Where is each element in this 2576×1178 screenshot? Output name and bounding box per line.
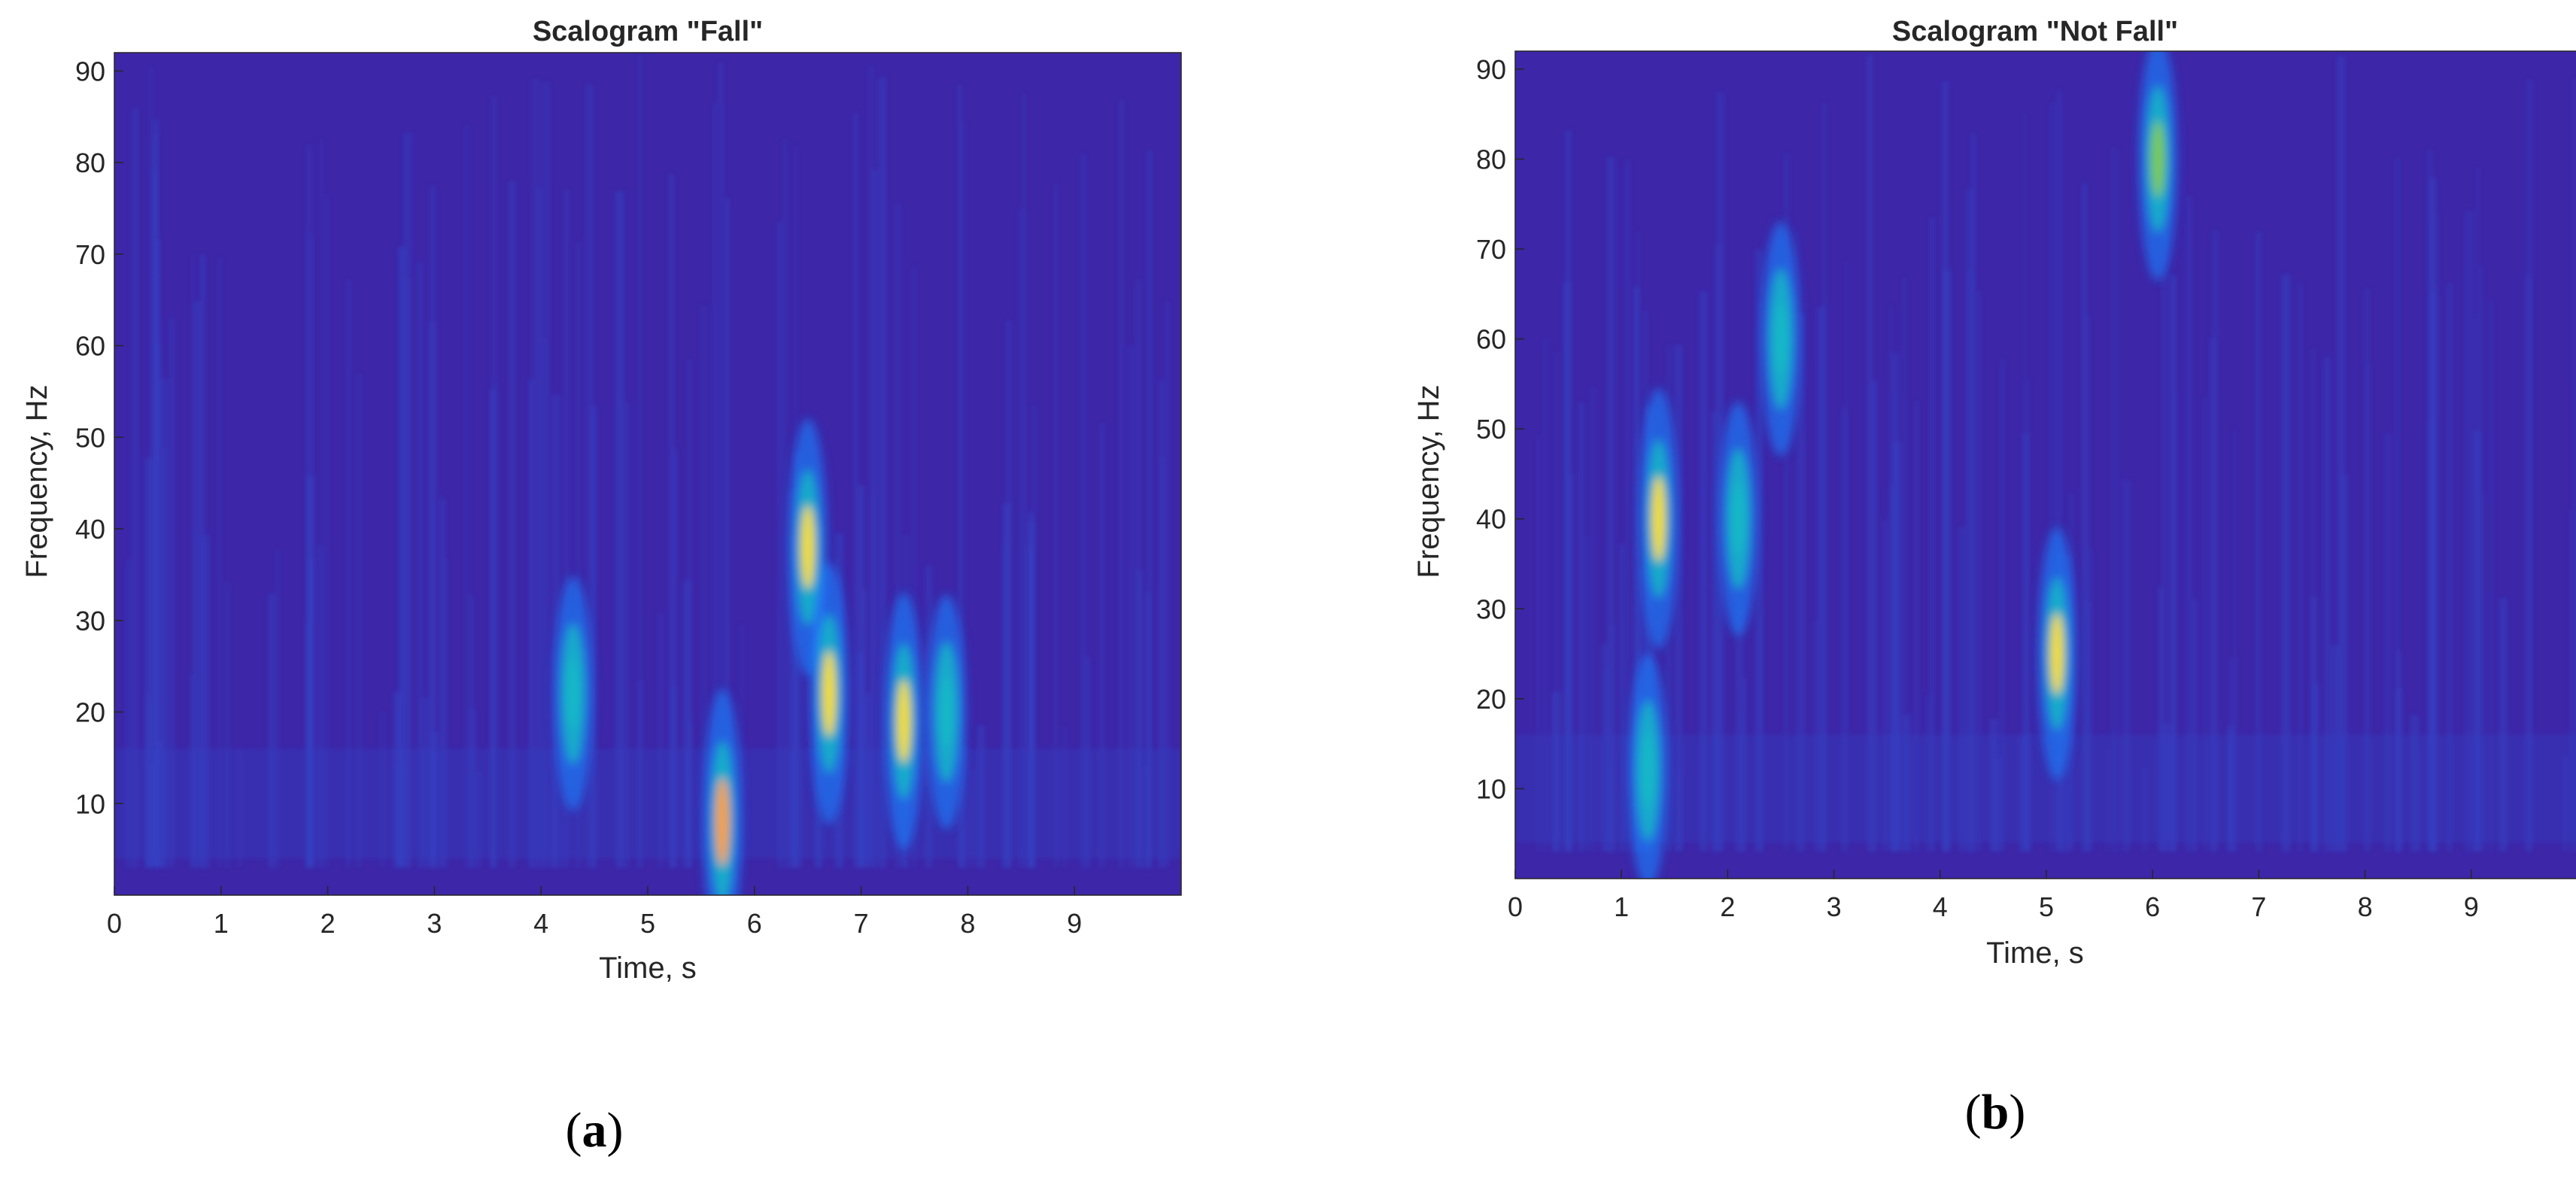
y-tick-label: 90: [1476, 54, 1506, 85]
y-tick-label: 20: [1476, 684, 1506, 715]
y-tick-label: 70: [1476, 234, 1506, 265]
energy-core-3: [1774, 302, 1788, 375]
x-axis-ticks: 0 1 2 3 4 5 6 7 8 9: [107, 886, 1082, 939]
panel-caption: (a): [566, 1103, 624, 1158]
x-tick-label: 3: [427, 908, 442, 939]
y-tick-label: 30: [1476, 594, 1506, 624]
caption-letter: b: [1982, 1085, 2009, 1140]
x-tick-label: 4: [533, 908, 548, 939]
y-tick-label: 10: [75, 788, 105, 819]
y-tick-label: 80: [75, 147, 105, 178]
x-tick-label: 5: [640, 908, 655, 939]
x-tick-label: 1: [214, 908, 229, 939]
x-tick-label: 7: [854, 908, 869, 939]
energy-core-4: [2050, 613, 2064, 695]
y-tick-label: 60: [1476, 324, 1506, 355]
x-tick-label: 8: [2358, 891, 2373, 922]
scalogram-fall-chart: Scalogram "Fall" 10 20 30 40 50 60 70 80 90 0 1 2 3…: [20, 16, 1182, 1158]
energy-core-1: [1641, 734, 1655, 807]
heatmap-area: [114, 52, 1182, 896]
y-tick-label: 20: [75, 697, 105, 728]
x-axis-label: Time, s: [599, 952, 697, 985]
chart-title: Scalogram "Fall": [533, 16, 763, 47]
x-tick-label: 8: [960, 908, 975, 939]
scalogram-panel-not-fall: Scalogram "Not Fall" 10 20 30 40 50 60 70 80 90 …: [1288, 0, 2576, 1174]
scalogram-not-fall-chart: Scalogram "Not Fall" 102030405060708090 …: [1412, 16, 2576, 1140]
energy-core-0: [1651, 475, 1666, 562]
texture-streaks: [114, 54, 1181, 868]
x-tick-label: 2: [320, 908, 336, 939]
x-tick-label: 6: [2145, 891, 2160, 922]
scalogram-panel-fall: Scalogram "Fall" 10 20 30 40 50 60 70 80 90 0 1 2 3…: [0, 0, 1288, 1174]
y-tick-label: 90: [75, 56, 105, 87]
energy-core-1: [715, 778, 730, 867]
x-tick-label: 7: [2251, 891, 2266, 922]
energy-regions: [553, 418, 967, 895]
x-axis-label: Time, s: [1986, 937, 2084, 970]
y-tick-label: 60: [75, 331, 105, 362]
heatmap-area: [1514, 50, 2576, 879]
y-axis-label: Frequency, Hz: [1412, 384, 1445, 578]
x-tick-label: 0: [107, 908, 122, 939]
y-tick-label: 30: [75, 606, 105, 636]
y-tick-label: 10: [1476, 773, 1506, 804]
caption-letter: a: [582, 1103, 607, 1158]
y-axis-label: Frequency, Hz: [20, 384, 53, 578]
panel-caption: (b): [1965, 1085, 2026, 1140]
x-tick-label: 9: [1067, 908, 1082, 939]
x-tick-label: 6: [747, 908, 762, 939]
x-tick-label: 5: [2039, 891, 2054, 922]
x-tick-label: 9: [2464, 891, 2479, 922]
energy-core-2: [800, 505, 815, 589]
energy-core-3: [822, 651, 837, 737]
x-tick-label: 2: [1720, 891, 1735, 922]
x-tick-label: 3: [1827, 891, 1842, 922]
energy-core-0: [566, 657, 580, 730]
x-axis-ticks: 0 1 2 3 4 5 6 7 8 9: [1508, 870, 2479, 922]
y-axis-ticks: 10 20 30 40 50 60 70 80 90: [75, 56, 123, 819]
energy-core-5: [940, 676, 954, 748]
y-tick-label: 70: [75, 239, 105, 270]
x-tick-label: 4: [1933, 891, 1948, 922]
y-tick-label: 40: [1476, 504, 1506, 535]
x-tick-label: 0: [1508, 891, 1523, 922]
energy-core-5: [2151, 120, 2165, 198]
y-tick-label: 50: [75, 422, 105, 453]
y-axis-ticks: 10 20 30 40 50 60 70 80 90: [1476, 54, 1524, 804]
x-tick-label: 1: [1614, 891, 1629, 922]
y-tick-label: 80: [1476, 144, 1506, 175]
y-tick-label: 50: [1476, 414, 1506, 445]
energy-core-2: [1731, 482, 1745, 555]
y-tick-label: 40: [75, 514, 105, 545]
chart-title: Scalogram "Not Fall": [1892, 16, 2178, 47]
energy-core-4: [897, 679, 911, 764]
energy-regions: [1628, 51, 2178, 879]
